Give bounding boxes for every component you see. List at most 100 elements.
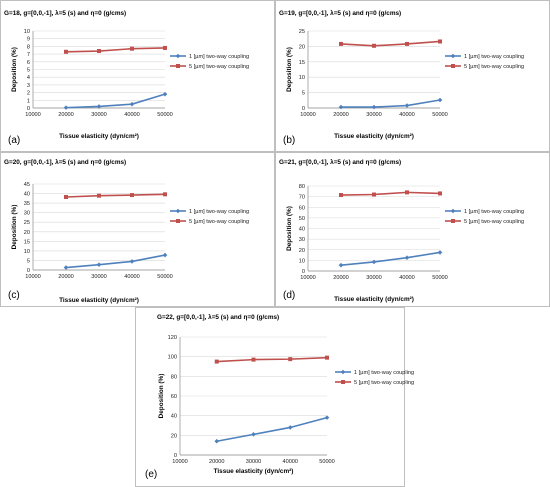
y-tick-label: 25 bbox=[299, 29, 305, 35]
series-line bbox=[341, 99, 441, 108]
data-point bbox=[251, 432, 256, 437]
x-tick-label: 40000 bbox=[282, 459, 298, 465]
legend-label: 1 [µm] two-way coupling bbox=[464, 209, 524, 215]
y-tick-label: 35 bbox=[24, 201, 30, 207]
data-point bbox=[405, 190, 409, 195]
x-tick-label: 20000 bbox=[333, 275, 349, 281]
y-tick-label: 3 bbox=[27, 83, 30, 89]
panel-label: (d) bbox=[283, 290, 295, 301]
data-point bbox=[372, 43, 376, 48]
data-point bbox=[438, 191, 442, 196]
data-point bbox=[371, 104, 377, 110]
data-point bbox=[130, 46, 134, 51]
x-tick-label: 50000 bbox=[157, 274, 173, 280]
x-axis-label: Tissue elasticity (dyn/cm²) bbox=[334, 133, 414, 140]
y-tick-label: 40 bbox=[171, 414, 177, 420]
y-tick-label: 0 bbox=[27, 268, 30, 274]
legend-label: 5 [µm] two-way coupling bbox=[354, 380, 414, 386]
chart-title: G=21, g=[0,0,-1], λ=5 (s) and η=0 (g/cms… bbox=[279, 158, 401, 166]
x-tick-label: 40000 bbox=[124, 274, 140, 280]
series-line bbox=[216, 356, 328, 363]
chart-panel: G=19, g=[0,0,-1], λ=5 (s) and η=0 (g/cms… bbox=[275, 0, 550, 152]
y-tick-label: 45 bbox=[24, 182, 30, 188]
y-axis-label: Deposition (%) bbox=[11, 205, 18, 250]
y-tick-label: 8 bbox=[27, 44, 30, 50]
y-tick-label: 100 bbox=[168, 355, 177, 361]
data-point bbox=[162, 91, 168, 97]
data-point bbox=[129, 259, 135, 264]
data-point bbox=[129, 101, 135, 107]
data-point bbox=[288, 357, 293, 362]
panel-border bbox=[275, 0, 550, 152]
data-point bbox=[64, 194, 68, 199]
legend-marker bbox=[450, 208, 456, 214]
x-tick-label: 30000 bbox=[91, 112, 107, 118]
y-tick-label: 10 bbox=[24, 249, 30, 255]
y-tick-label: 60 bbox=[171, 394, 177, 400]
x-tick-label: 30000 bbox=[91, 274, 107, 280]
panel-border bbox=[0, 0, 275, 152]
x-axis-label: Tissue elasticity (dyn/cm²) bbox=[59, 297, 139, 304]
series-line bbox=[65, 254, 166, 269]
chart-title: G=18, g=[0,0,-1], λ=5 (s) and η=0 (g/cms… bbox=[4, 9, 126, 17]
x-tick-label: 40000 bbox=[124, 112, 140, 118]
y-tick-label: 15 bbox=[299, 60, 305, 66]
x-tick-label: 40000 bbox=[399, 275, 415, 281]
data-point bbox=[130, 193, 134, 198]
data-point bbox=[325, 355, 329, 360]
x-tick-label: 50000 bbox=[319, 459, 335, 465]
x-tick-label: 30000 bbox=[366, 112, 382, 118]
panel-label: (b) bbox=[283, 135, 295, 146]
data-point bbox=[251, 357, 256, 362]
series-line bbox=[216, 416, 328, 443]
data-point bbox=[405, 41, 409, 46]
x-tick-label: 20000 bbox=[58, 274, 74, 280]
y-axis-label: Deposition (%) bbox=[11, 47, 18, 92]
y-tick-label: 40 bbox=[24, 192, 30, 198]
y-tick-label: 0 bbox=[302, 106, 305, 112]
legend-marker bbox=[175, 208, 181, 214]
legend-label: 5 [µm] two-way coupling bbox=[189, 64, 249, 70]
x-tick-label: 10000 bbox=[25, 274, 41, 280]
y-tick-label: 10 bbox=[24, 29, 30, 35]
legend-marker bbox=[450, 53, 456, 59]
x-tick-label: 10000 bbox=[172, 459, 188, 465]
y-tick-label: 4 bbox=[27, 75, 30, 81]
x-tick-label: 50000 bbox=[432, 112, 448, 118]
y-tick-label: 50 bbox=[299, 216, 305, 222]
x-tick-label: 40000 bbox=[399, 112, 415, 118]
y-tick-label: 9 bbox=[27, 37, 30, 43]
y-tick-label: 6 bbox=[27, 60, 30, 66]
panel-label: (e) bbox=[145, 469, 157, 480]
y-tick-label: 25 bbox=[24, 220, 30, 226]
data-point bbox=[437, 97, 443, 103]
series-line bbox=[340, 40, 441, 47]
x-tick-label: 30000 bbox=[246, 459, 262, 465]
y-axis-label: Deposition (%) bbox=[286, 206, 293, 251]
legend-marker bbox=[451, 219, 455, 223]
y-tick-label: 20 bbox=[299, 248, 305, 254]
data-point bbox=[437, 250, 443, 255]
data-point bbox=[324, 415, 330, 420]
y-axis-label: Deposition (%) bbox=[286, 47, 293, 92]
series-line bbox=[65, 93, 166, 109]
y-tick-label: 5 bbox=[302, 91, 305, 97]
y-tick-label: 120 bbox=[168, 335, 177, 341]
data-point bbox=[96, 104, 102, 109]
legend-label: 5 [µm] two-way coupling bbox=[189, 219, 249, 225]
x-axis-label: Tissue elasticity (dyn/cm²) bbox=[59, 133, 139, 140]
data-point bbox=[371, 259, 377, 265]
x-tick-label: 20000 bbox=[333, 112, 349, 118]
x-tick-label: 50000 bbox=[432, 275, 448, 281]
y-tick-label: 80 bbox=[171, 374, 177, 380]
data-point bbox=[163, 192, 167, 197]
legend-label: 5 [µm] two-way coupling bbox=[464, 64, 524, 70]
data-point bbox=[97, 49, 101, 54]
x-tick-label: 10000 bbox=[300, 112, 316, 118]
y-tick-label: 20 bbox=[299, 44, 305, 50]
data-point bbox=[438, 39, 442, 44]
series-line bbox=[340, 191, 441, 196]
data-point bbox=[97, 193, 101, 198]
chart-title: G=19, g=[0,0,-1], λ=5 (s) and η=0 (g/cms… bbox=[279, 9, 401, 17]
data-point bbox=[163, 45, 167, 50]
